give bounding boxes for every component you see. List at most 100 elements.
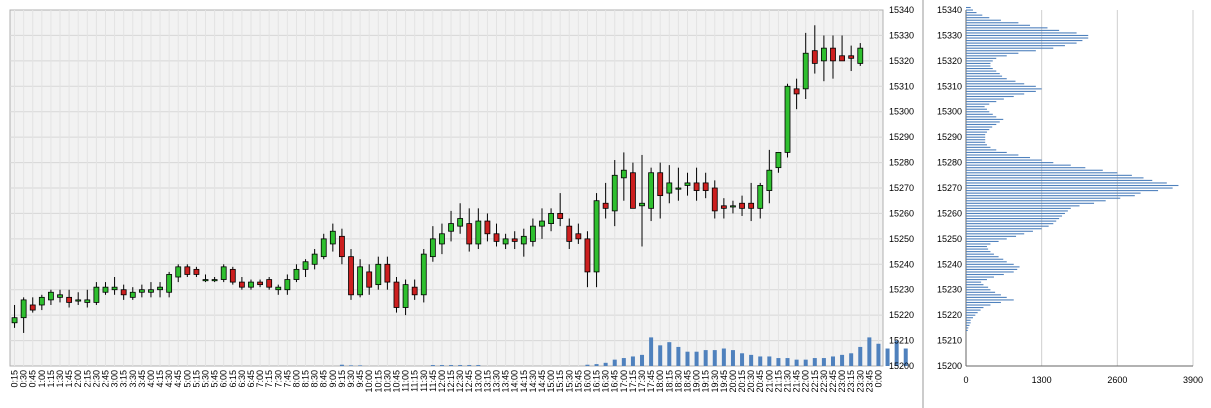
candle (702, 172, 709, 199)
candle (329, 223, 336, 252)
candle-body (48, 291, 54, 301)
candle (48, 289, 54, 305)
profile-y-tick-label: 15310 (937, 81, 962, 91)
candle (420, 249, 427, 303)
y-tick-label: 15200 (889, 361, 914, 371)
x-tick-label: 19:45 (719, 370, 729, 393)
x-tick-label: 19:15 (701, 370, 711, 393)
profile-bar (966, 126, 993, 128)
candle (339, 228, 345, 265)
volume-bar (612, 359, 617, 366)
x-tick-label: 13:45 (501, 370, 511, 393)
profile-y-axis-tick-labels: 15340 15330 15320 15310 15300 15290 15280 15270… (937, 5, 962, 371)
x-tick-label: 6:00 (219, 370, 229, 388)
candle-body (702, 182, 709, 191)
candle-body (684, 182, 691, 186)
candle (539, 208, 545, 239)
profile-y-tick-label: 15330 (937, 30, 962, 40)
profile-bar (966, 29, 1060, 31)
candle-body (539, 220, 545, 227)
volume-bar (876, 343, 881, 366)
x-tick-label: 12:00 (437, 370, 447, 393)
profile-y-tick-label: 15240 (937, 259, 962, 269)
volume-profile-chart: 15340 15330 15320 15310 15300 15290 15280 15270… (937, 5, 1203, 385)
candle-body (793, 88, 800, 95)
candle-body (238, 281, 245, 288)
volume-bar (476, 365, 481, 366)
candle (193, 266, 200, 277)
profile-bar (966, 57, 997, 59)
candle-body (102, 286, 109, 293)
candle (211, 277, 218, 283)
volume-bar (630, 356, 635, 366)
candle (357, 259, 364, 298)
volume-bar (812, 358, 817, 366)
x-tick-label: 9:45 (355, 370, 365, 388)
x-tick-label: 14:45 (537, 370, 547, 393)
profile-bar (966, 312, 978, 314)
candle (111, 277, 118, 295)
candle (402, 279, 409, 316)
x-tick-label: 18:00 (655, 370, 665, 393)
candle (138, 284, 145, 298)
x-tick-label: 5:00 (182, 370, 192, 388)
candle (584, 231, 591, 288)
candle-body (348, 256, 354, 296)
profile-y-tick-label: 15220 (937, 310, 962, 320)
profile-bar (966, 50, 1036, 52)
candle (520, 228, 527, 257)
candle-body (502, 238, 509, 245)
profile-x-tick-label: 0 (963, 375, 968, 385)
volume-bar (621, 358, 626, 366)
profile-bar (966, 144, 987, 146)
profile-bar (966, 78, 1007, 80)
candle (830, 35, 836, 79)
profile-bar (966, 273, 1004, 276)
candle (548, 208, 554, 232)
profile-bar (966, 238, 1007, 240)
candle (166, 271, 173, 298)
candle-body (220, 266, 227, 280)
x-tick-label: 13:30 (492, 370, 502, 393)
x-tick-label: 6:45 (246, 370, 256, 388)
candle-body (548, 213, 554, 225)
candle (684, 172, 691, 196)
candle (766, 149, 773, 204)
x-tick-label: 15:45 (573, 370, 583, 393)
profile-bar (966, 55, 1007, 57)
candle (348, 249, 354, 300)
candle (175, 264, 182, 283)
y-tick-label: 15220 (889, 310, 914, 320)
y-tick-label: 15320 (889, 56, 914, 66)
candle (639, 154, 645, 247)
x-tick-label: 2:30 (91, 370, 101, 388)
candle-body (566, 225, 573, 242)
profile-bar (966, 85, 1036, 87)
profile-bar (966, 215, 1063, 217)
candle (20, 297, 27, 333)
profile-bar (966, 205, 1080, 207)
candle (557, 193, 564, 227)
profile-bar (966, 34, 1089, 37)
profile-bar (966, 263, 1014, 265)
candle (457, 203, 464, 234)
profile-bar (966, 218, 1060, 220)
candle-body (320, 238, 327, 258)
candle (739, 195, 745, 216)
profile-bar (966, 75, 1003, 77)
volume-bar (439, 365, 444, 366)
x-tick-label: 11:15 (410, 370, 420, 392)
x-tick-label: 8:15 (301, 370, 311, 388)
candle (802, 32, 809, 99)
x-tick-label: 1:30 (55, 370, 65, 388)
volume-bar (749, 354, 754, 366)
candle-body (848, 55, 855, 59)
x-tick-label: 15:15 (555, 370, 565, 393)
candle-body (293, 268, 300, 280)
candle (248, 279, 254, 290)
volume-bar (758, 356, 763, 366)
profile-bar (966, 113, 993, 115)
candle-body (257, 281, 263, 286)
profile-y-tick-label: 15280 (937, 158, 962, 168)
candle-body (166, 274, 173, 293)
